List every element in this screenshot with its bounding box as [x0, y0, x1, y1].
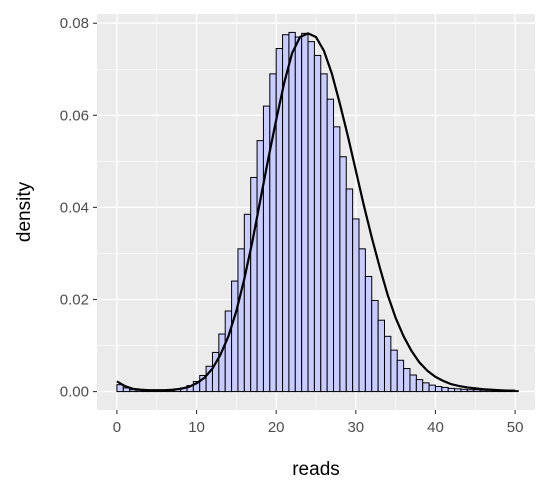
histogram-bar [256, 140, 264, 393]
x-axis: 0 10 20 30 40 50 [113, 410, 524, 436]
histogram-bars [116, 31, 519, 393]
histogram-bar [218, 333, 226, 393]
histogram-bar [307, 41, 315, 393]
histogram-bar [294, 36, 303, 393]
histogram-bar [422, 382, 430, 393]
x-tick-label: 50 [507, 419, 524, 436]
histogram-bar [383, 335, 392, 393]
histogram-bar [364, 275, 373, 393]
y-tick-label: 0.06 [60, 107, 89, 124]
histogram-bar [415, 379, 424, 393]
histogram-bar [326, 98, 335, 393]
histogram-bar [224, 310, 233, 393]
histogram-bar [231, 280, 239, 393]
histogram-bar [313, 54, 322, 393]
histogram-bar [333, 126, 341, 393]
histogram-bar [345, 188, 354, 393]
x-tick-label: 10 [188, 419, 205, 436]
histogram-bar [377, 319, 385, 393]
histogram-bar [466, 389, 475, 393]
histogram-bar [320, 73, 328, 393]
histogram-bar [390, 349, 398, 393]
y-axis: 0.00 0.02 0.04 0.06 0.08 [60, 15, 97, 401]
histogram-bar [428, 384, 436, 393]
histogram-bar [473, 389, 481, 393]
histogram-bar [352, 218, 360, 393]
y-axis-title: density [14, 181, 35, 242]
y-tick-label: 0.00 [60, 384, 89, 401]
y-tick-label: 0.08 [60, 15, 89, 32]
density-curve [116, 32, 516, 392]
histogram-bar [396, 359, 405, 393]
histogram-bar [434, 386, 443, 393]
x-tick-label: 20 [268, 419, 285, 436]
histogram-bar [262, 105, 271, 393]
histogram-bar [237, 248, 245, 393]
x-tick-label: 0 [113, 419, 121, 436]
histogram-bar [301, 32, 309, 393]
histogram-bar [243, 213, 252, 393]
histogram-bar [447, 387, 456, 393]
histogram-bar [441, 386, 449, 393]
histogram-bar [358, 248, 366, 393]
histogram-bar [403, 368, 411, 393]
x-axis-title: reads [292, 459, 340, 480]
x-tick-label: 40 [427, 419, 444, 436]
histogram-bar [371, 299, 379, 393]
x-tick-label: 30 [347, 419, 364, 436]
y-tick-label: 0.02 [60, 291, 89, 308]
histogram-bar [339, 156, 347, 393]
histogram-bar [288, 31, 296, 393]
y-tick-label: 0.04 [60, 199, 89, 216]
histogram-bar [454, 388, 462, 393]
histogram-bar [460, 388, 468, 393]
histogram-bar [250, 176, 258, 393]
histogram-bar [409, 374, 417, 393]
